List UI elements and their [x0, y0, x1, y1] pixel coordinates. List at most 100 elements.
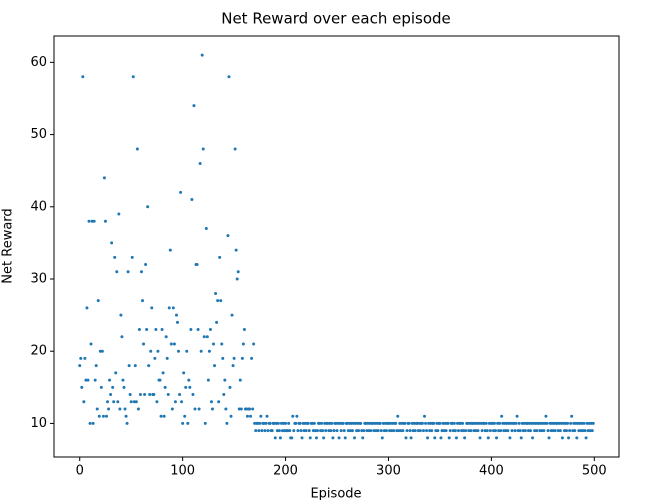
point — [472, 429, 476, 433]
point — [295, 414, 299, 418]
point — [169, 342, 173, 346]
point — [435, 421, 439, 425]
point — [509, 421, 513, 425]
point — [112, 400, 116, 404]
point — [132, 400, 136, 404]
point — [94, 364, 98, 368]
point — [93, 378, 97, 382]
point — [314, 436, 318, 440]
point — [116, 400, 120, 404]
point — [249, 414, 253, 418]
point — [144, 263, 148, 267]
point — [420, 421, 424, 425]
point — [567, 436, 571, 440]
point — [427, 421, 431, 425]
point — [425, 429, 429, 433]
point — [97, 414, 101, 418]
point — [351, 421, 355, 425]
point — [189, 328, 193, 332]
point — [505, 421, 509, 425]
point — [335, 429, 339, 433]
point — [503, 421, 507, 425]
point — [514, 421, 518, 425]
point — [191, 393, 195, 397]
y-tick-label: 50 — [30, 127, 47, 142]
point — [456, 429, 460, 433]
point — [188, 385, 192, 389]
point — [225, 421, 229, 425]
point — [315, 429, 319, 433]
point — [490, 421, 494, 425]
point — [210, 407, 214, 411]
point — [508, 436, 512, 440]
point — [240, 356, 244, 360]
point — [380, 436, 384, 440]
point — [510, 429, 514, 433]
point — [220, 342, 224, 346]
point — [182, 371, 186, 375]
point — [326, 421, 330, 425]
point — [533, 429, 537, 433]
point — [355, 429, 359, 433]
point — [205, 335, 209, 339]
point — [483, 429, 487, 433]
point — [464, 429, 468, 433]
point — [193, 407, 197, 411]
point — [201, 147, 205, 151]
point — [302, 429, 306, 433]
point — [381, 421, 385, 425]
point — [294, 421, 298, 425]
point — [304, 429, 308, 433]
point — [492, 421, 496, 425]
point — [582, 421, 586, 425]
point — [571, 429, 575, 433]
point — [578, 421, 582, 425]
point — [321, 429, 325, 433]
point — [575, 436, 579, 440]
point — [301, 421, 305, 425]
point — [235, 277, 239, 281]
point — [237, 407, 241, 411]
point — [153, 356, 157, 360]
point — [500, 414, 504, 418]
point — [208, 328, 212, 332]
point — [83, 356, 87, 360]
point — [124, 414, 128, 418]
x-tick-label: 300 — [376, 464, 401, 479]
point — [141, 299, 145, 303]
point — [418, 429, 422, 433]
point — [371, 421, 375, 425]
point — [81, 75, 85, 79]
point — [197, 407, 201, 411]
point — [266, 429, 270, 433]
point — [198, 161, 202, 165]
point — [170, 407, 174, 411]
point — [589, 421, 593, 425]
point — [365, 429, 369, 433]
point — [323, 421, 327, 425]
point — [165, 356, 169, 360]
point — [221, 356, 225, 360]
point — [150, 306, 154, 310]
point — [591, 421, 595, 425]
point — [480, 429, 484, 433]
point — [430, 429, 434, 433]
point — [580, 421, 584, 425]
point — [373, 421, 377, 425]
point — [459, 421, 463, 425]
point — [556, 429, 560, 433]
point — [341, 421, 345, 425]
point — [585, 421, 589, 425]
point — [558, 429, 562, 433]
point — [91, 421, 95, 425]
y-tick-label: 10 — [30, 416, 47, 431]
point — [288, 429, 292, 433]
point — [439, 436, 443, 440]
point — [334, 421, 338, 425]
point — [586, 429, 590, 433]
point — [513, 429, 517, 433]
point — [115, 270, 119, 274]
point — [307, 429, 311, 433]
point — [408, 429, 412, 433]
